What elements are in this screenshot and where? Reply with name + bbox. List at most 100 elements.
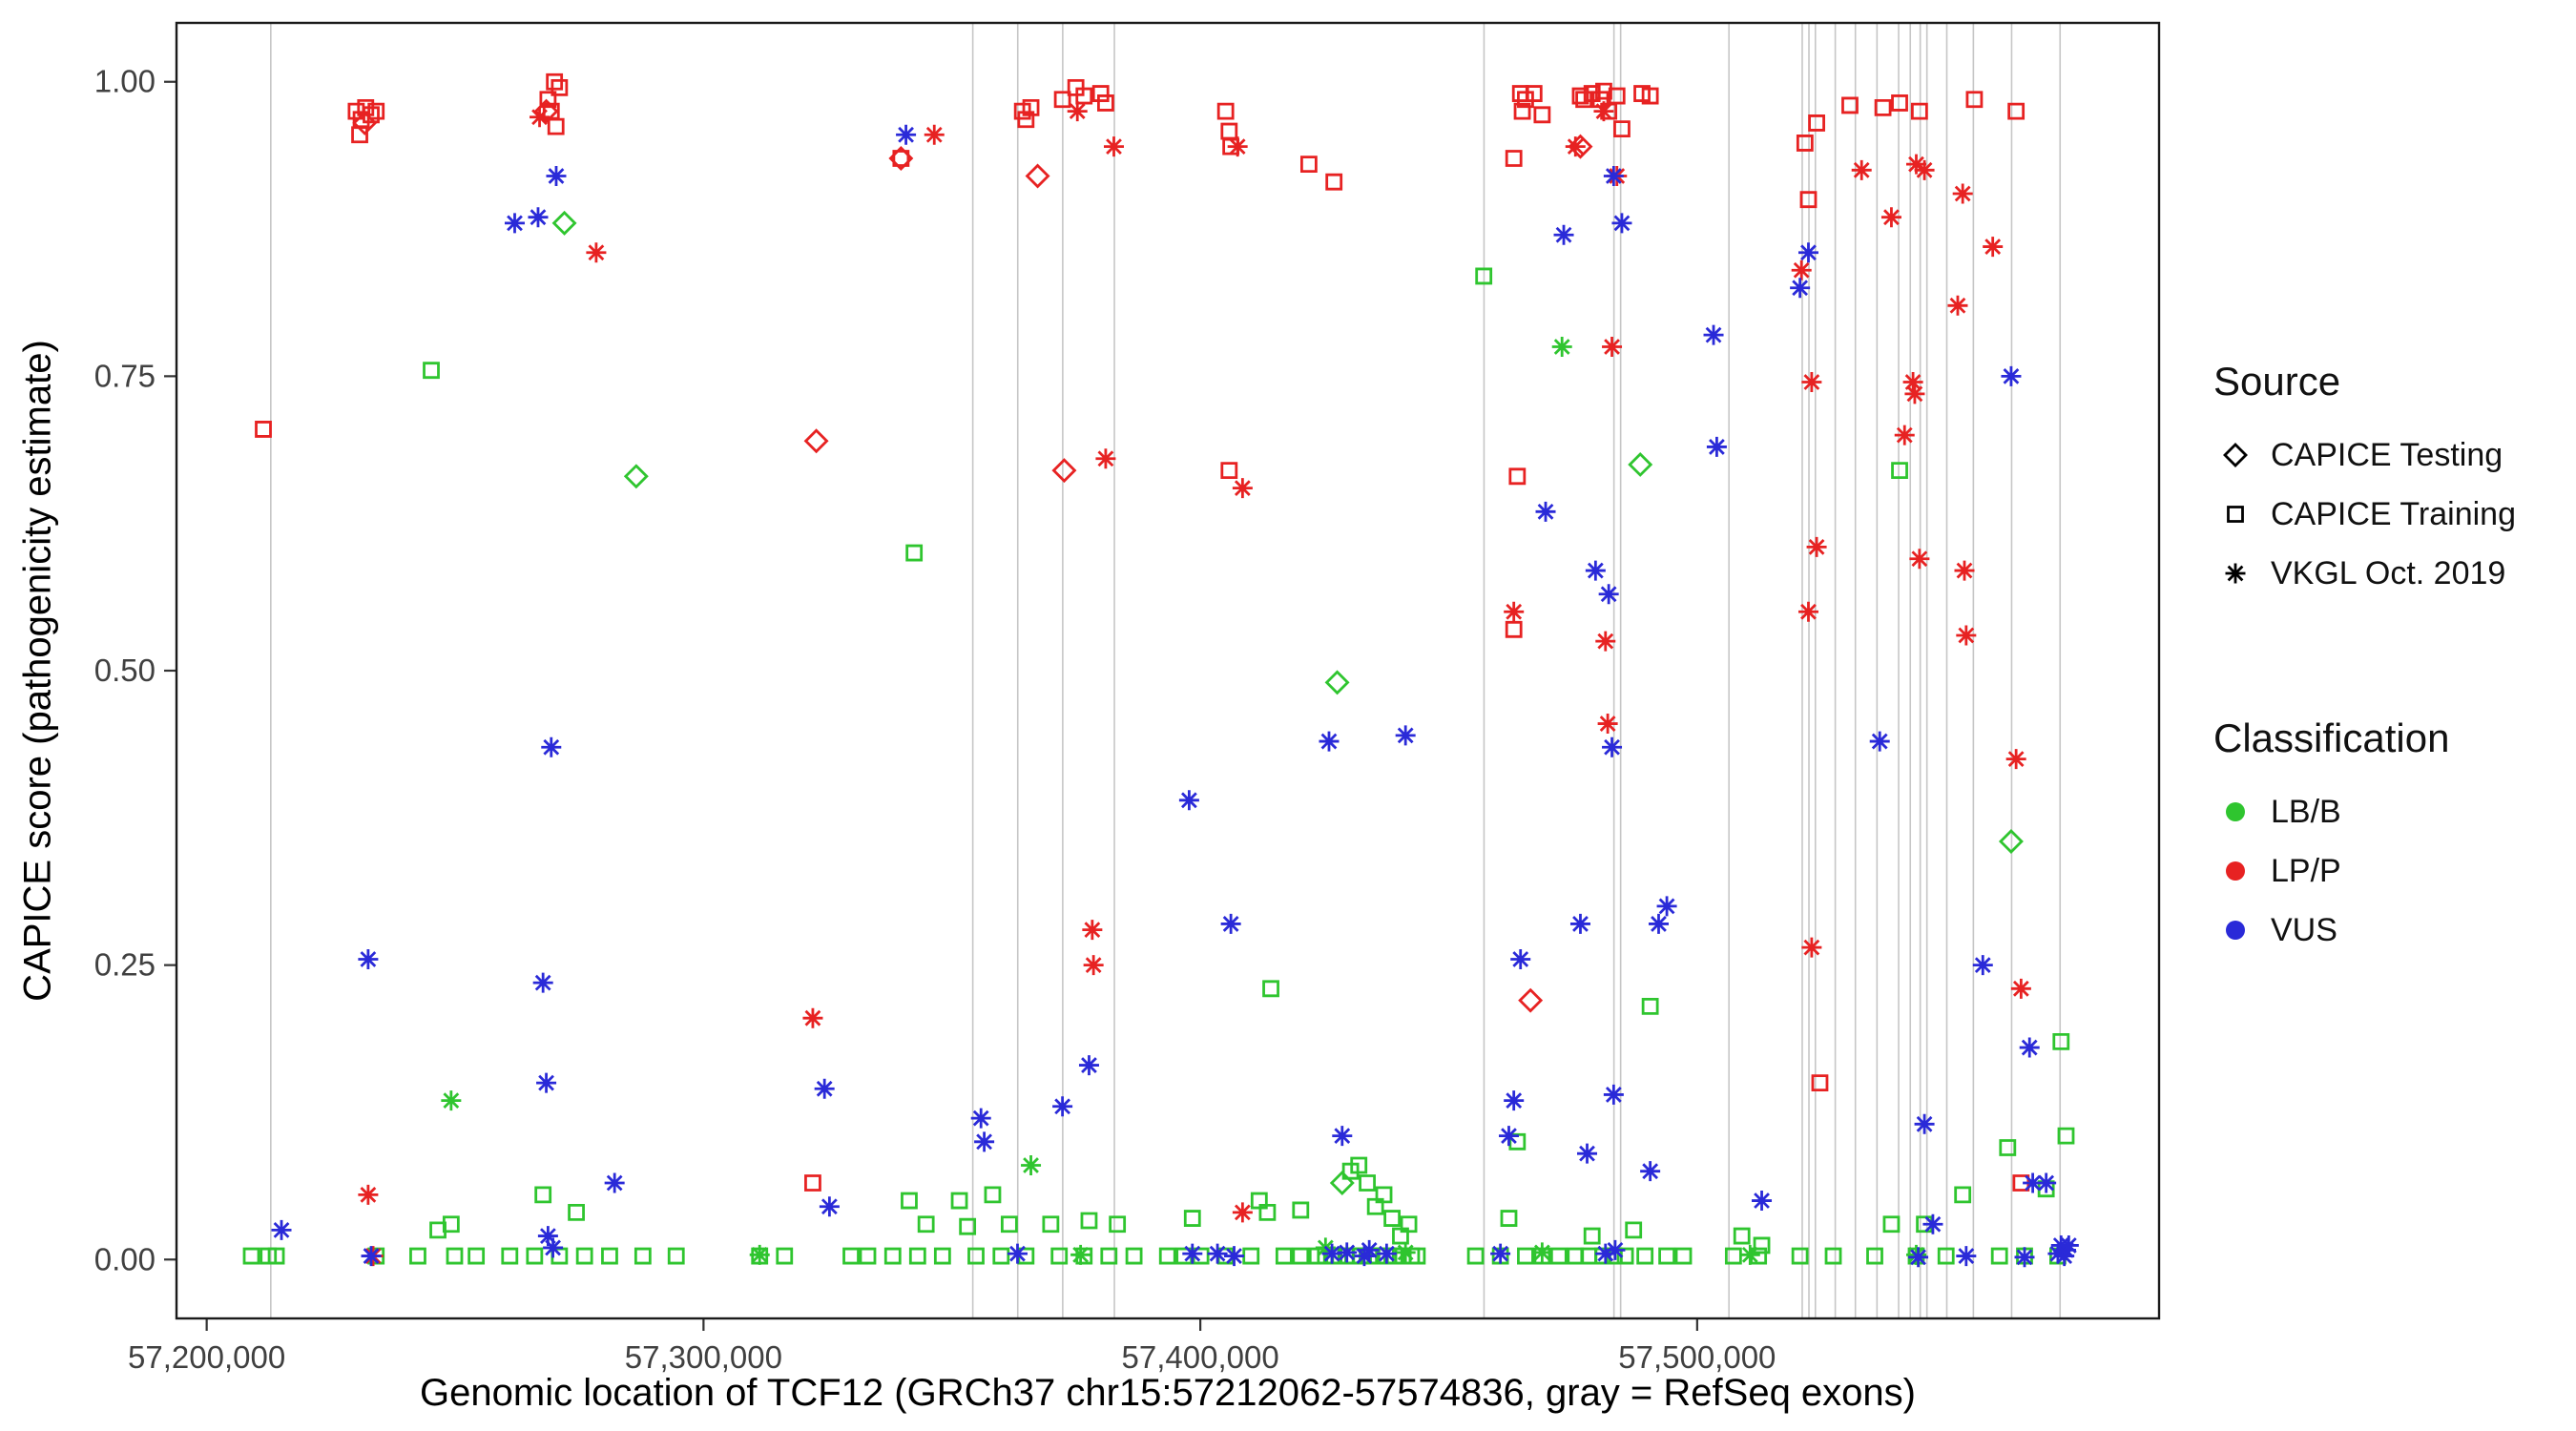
y-tick-label: 1.00 (94, 64, 156, 99)
x-tick-label: 57,200,000 (128, 1339, 285, 1375)
data-point (1947, 295, 1968, 316)
data-point (2055, 1239, 2076, 1260)
data-point (1585, 560, 1606, 581)
legend-item-label: CAPICE Testing (2271, 436, 2503, 473)
y-tick-label: 0.50 (94, 653, 156, 688)
data-point (1505, 150, 1523, 167)
data-point (984, 1186, 1002, 1204)
legend-item-vkgl: VKGL Oct. 2019 (2213, 544, 2566, 603)
data-point (2047, 1243, 2068, 1264)
data-point (959, 1217, 977, 1235)
data-point (586, 242, 607, 263)
data-point (1183, 1210, 1201, 1227)
data-point (1535, 501, 1556, 522)
data-point (751, 1247, 769, 1265)
data-point (1125, 1247, 1143, 1265)
data-point (814, 1078, 835, 1099)
data-point (546, 73, 564, 91)
data-point (1158, 1247, 1176, 1265)
data-point (501, 1247, 519, 1265)
data-point (1636, 1247, 1654, 1265)
green-dot-icon (2226, 802, 2245, 821)
data-point (1608, 87, 1626, 105)
data-point (1050, 1247, 1069, 1265)
legend-item-label: LP/P (2271, 852, 2341, 889)
data-point (883, 1247, 902, 1265)
data-point (1703, 324, 1724, 345)
data-point (1513, 102, 1531, 120)
data-point (1078, 1055, 1099, 1076)
data-point (1902, 372, 1923, 393)
data-point (1806, 536, 1827, 557)
data-point (1791, 1247, 1809, 1265)
data-point (1490, 1243, 1511, 1264)
x-axis-title: Genomic location of TCF12 (GRCh37 chr15:… (420, 1372, 1916, 1414)
data-point (1518, 987, 1544, 1013)
data-point (2023, 1172, 2044, 1193)
data-point (1332, 1126, 1353, 1147)
data-point (749, 1244, 770, 1265)
data-point (776, 1247, 794, 1265)
data-point (1640, 1161, 1661, 1182)
data-point (2058, 1234, 2079, 1255)
data-point (409, 1247, 426, 1265)
data-point (532, 972, 553, 993)
data-point (361, 1246, 382, 1267)
data-point (623, 464, 649, 489)
data-point (905, 544, 924, 562)
data-point (1551, 337, 1572, 357)
data-point (1262, 980, 1279, 998)
data-point (1475, 267, 1493, 285)
data-point (1658, 1247, 1675, 1265)
data-point (1956, 1246, 1977, 1267)
data-point (1603, 1084, 1624, 1105)
data-point (551, 210, 577, 236)
data-point (467, 1247, 486, 1265)
data-point (1999, 1139, 2017, 1156)
data-point (1603, 165, 1624, 186)
y-tick-label: 0.25 (94, 947, 156, 983)
data-point (1910, 102, 1928, 120)
data-point (1408, 1247, 1426, 1265)
data-point (1104, 136, 1125, 157)
data-point (442, 1215, 460, 1234)
legend-item-capice-training: CAPICE Training (2213, 485, 2566, 544)
data-point (1466, 1247, 1485, 1265)
data-point (1500, 1210, 1518, 1227)
data-point (2007, 102, 2025, 120)
data-point (1517, 1247, 1534, 1265)
data-point (1724, 1247, 1742, 1265)
data-point (1042, 1215, 1060, 1234)
data-point (1990, 1247, 2008, 1265)
data-point (1891, 94, 1908, 112)
data-point (1571, 87, 1589, 105)
data-point (1232, 1202, 1253, 1223)
data-point (568, 1203, 585, 1221)
data-point (575, 1247, 593, 1265)
data-point (1752, 1191, 1773, 1212)
data-point (534, 1186, 552, 1204)
data-point (1182, 1243, 1203, 1264)
legend-item-label: LB/B (2271, 793, 2341, 830)
data-point (1075, 87, 1093, 105)
data-point (539, 91, 557, 109)
legend-source: Source CAPICE Testing CAPICE Training VK… (2213, 359, 2566, 603)
data-point (1965, 91, 1984, 109)
data-point (1498, 1126, 1519, 1147)
data-point (537, 1226, 558, 1247)
data-point (551, 79, 569, 96)
data-point (271, 1219, 292, 1240)
data-point (908, 1247, 926, 1265)
data-point (1791, 259, 1812, 280)
data-point (1648, 913, 1669, 934)
plot-panel-border (175, 21, 2161, 1320)
data-point (1017, 111, 1035, 129)
data-point (1051, 458, 1077, 484)
data-point (1220, 462, 1238, 480)
data-point (1000, 1215, 1018, 1234)
data-point (1531, 1242, 1552, 1263)
data-point (2010, 978, 2031, 999)
data-point (1292, 1247, 1310, 1265)
data-point (528, 207, 549, 228)
legend-item-label: VKGL Oct. 2019 (2271, 554, 2506, 591)
